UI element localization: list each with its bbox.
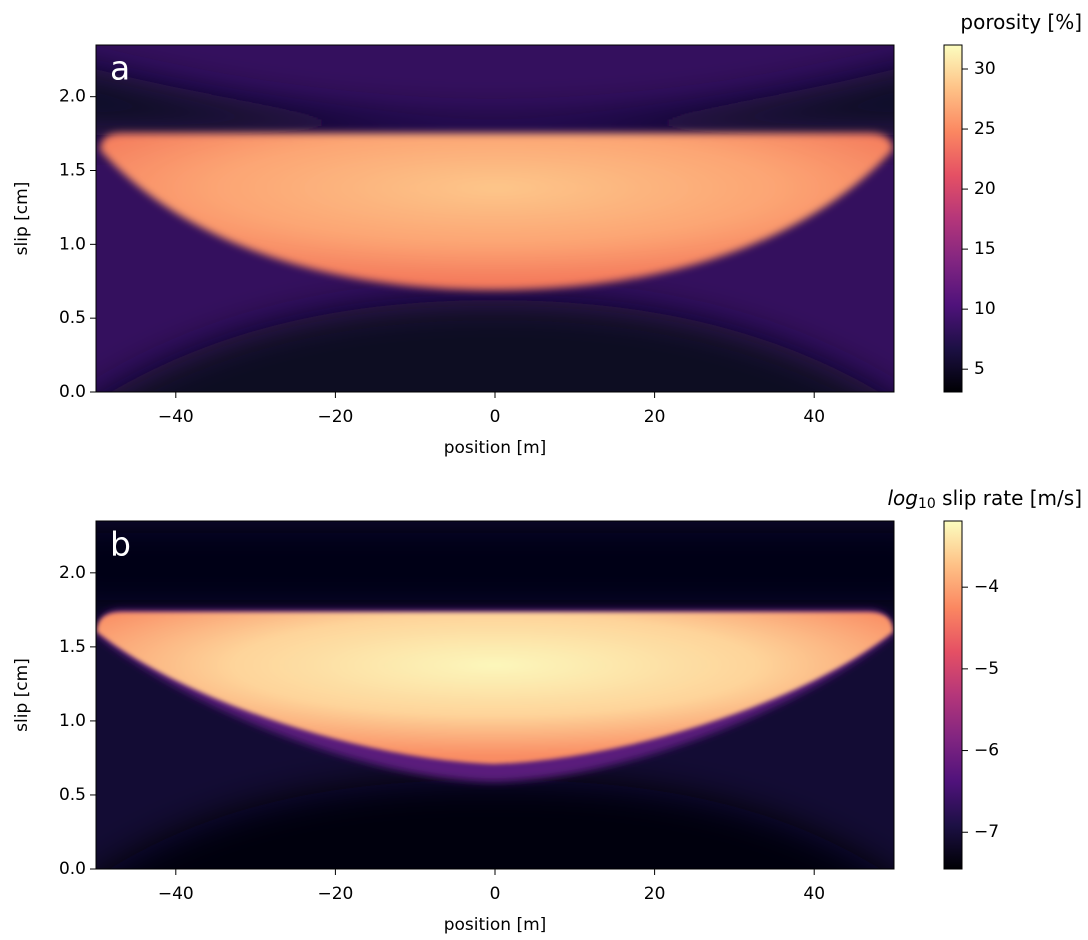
x-tick-label: 0 — [490, 884, 501, 904]
colorbar-tick-label: 15 — [974, 239, 996, 259]
colorbar-tick-label: 30 — [974, 59, 996, 79]
colorbar-label-part: log — [888, 486, 919, 510]
y-tick-label: 0.0 — [59, 382, 86, 402]
panel-label: b — [110, 525, 131, 564]
y-tick-label: 0.5 — [59, 308, 86, 328]
colorbar — [943, 44, 963, 393]
colorbar-label-part: slip rate [m/s] — [936, 486, 1082, 510]
colorbar-label: log10 slip rate [m/s] — [888, 486, 1083, 513]
colorbar-label-part: 10 — [918, 496, 936, 512]
x-tick-label: −40 — [158, 407, 194, 427]
x-tick-label: 0 — [490, 407, 501, 427]
x-tick-label: −20 — [317, 407, 353, 427]
colorbar-tick-label: −6 — [974, 741, 999, 761]
colorbar-tick-label: 5 — [974, 359, 985, 379]
colorbar — [943, 520, 963, 870]
field-a — [96, 45, 894, 392]
y-tick-label: 1.5 — [59, 161, 86, 181]
y-tick-label: 1.5 — [59, 637, 86, 657]
y-tick-label: 1.0 — [59, 711, 86, 731]
x-axis-label: position [m] — [444, 438, 547, 458]
x-tick-label: 40 — [803, 884, 825, 904]
colorbar-tick-label: −7 — [974, 822, 999, 842]
y-axis-label: slip [cm] — [12, 658, 32, 732]
colorbar-tick-label: 25 — [974, 119, 996, 139]
colorbar-label-part: porosity [%] — [960, 10, 1082, 34]
x-axis-label: position [m] — [444, 915, 547, 935]
colorbar-tick-label: 10 — [974, 299, 996, 319]
y-tick-label: 2.0 — [59, 87, 86, 107]
y-tick-label: 2.0 — [59, 563, 86, 583]
field-b — [96, 521, 894, 869]
x-tick-label: −20 — [317, 884, 353, 904]
y-axis-label: slip [cm] — [12, 182, 32, 256]
colorbar-tick-label: −4 — [974, 577, 999, 597]
x-tick-label: 20 — [644, 407, 666, 427]
y-tick-label: 0.5 — [59, 785, 86, 805]
panel-label: a — [110, 49, 130, 88]
y-tick-label: 1.0 — [59, 234, 86, 254]
x-tick-label: −40 — [158, 884, 194, 904]
y-tick-label: 0.0 — [59, 859, 86, 879]
colorbar-label: porosity [%] — [960, 10, 1082, 34]
x-tick-label: 20 — [644, 884, 666, 904]
colorbar-tick-label: −5 — [974, 659, 999, 679]
colorbar-tick-label: 20 — [974, 179, 996, 199]
x-tick-label: 40 — [803, 407, 825, 427]
